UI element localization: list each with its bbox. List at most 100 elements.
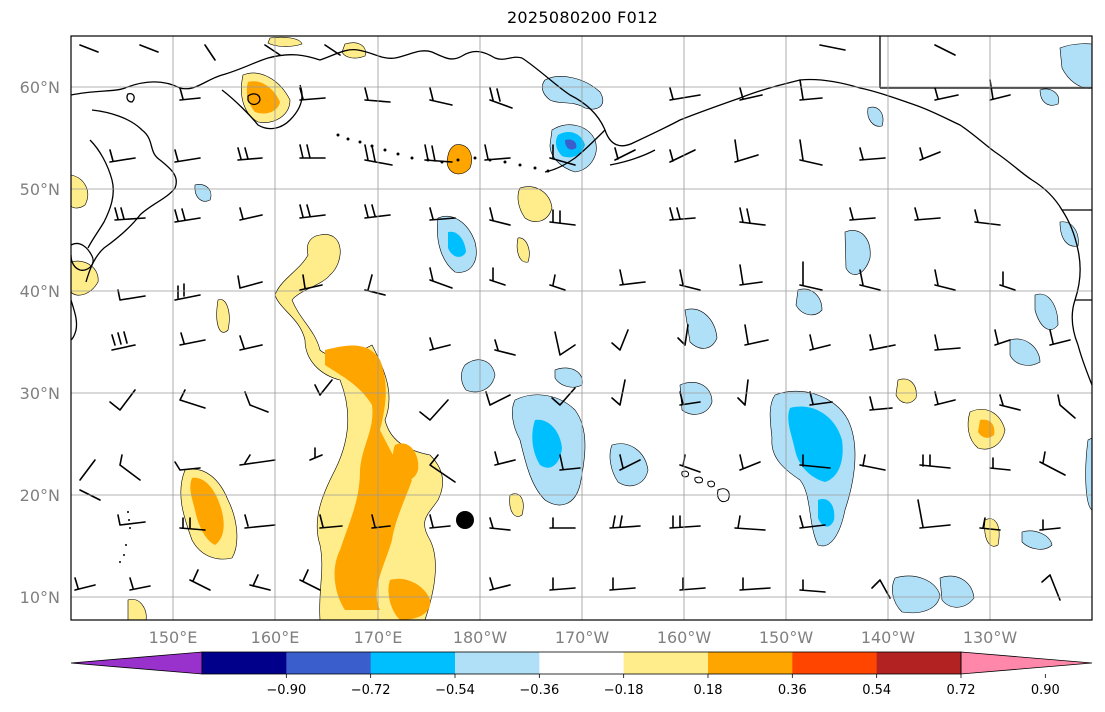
colorbar-tick-label: 0.54 [862, 683, 891, 698]
lat-label: 40°N [20, 282, 60, 301]
colorbar-segment [286, 652, 372, 674]
yellow-band-main [274, 234, 443, 620]
colorbar-segment [539, 652, 625, 674]
cyan-patch-150w-b [818, 499, 835, 527]
blue-patch-i [795, 288, 823, 316]
colorbar-segment [202, 652, 287, 674]
cyan-patch-north-central [448, 231, 466, 257]
storm-center-marker [456, 511, 474, 529]
colorbar: −0.90 −0.72 −0.54 −0.36 −0.18 0.18 0.36 0.54 0.7… [70, 651, 1093, 698]
blue-patch-k [939, 575, 975, 608]
coast-alaska-peninsula [544, 129, 606, 173]
border-bc-wa [1062, 209, 1092, 301]
colorbar-tick-label: 0.90 [1031, 683, 1060, 698]
mariana-islands [119, 511, 131, 563]
coast-hokkaido [71, 242, 94, 271]
lon-label: 130°W [963, 628, 1018, 647]
lon-label: 150°W [759, 628, 814, 647]
lat-label: 30°N [20, 384, 60, 403]
lake-west [126, 92, 135, 103]
colorbar-tick-label: −0.36 [519, 683, 559, 698]
orange-patch-aleutian [446, 144, 472, 175]
orange-patch-north [246, 81, 280, 114]
colorbar-segment [876, 652, 962, 674]
border-alaska [879, 36, 1092, 89]
colorbar-tick-label: −0.18 [604, 683, 644, 698]
colorbar-segment [708, 652, 793, 674]
coast-japan [71, 299, 78, 341]
colorbar-tick-label: 0.36 [778, 683, 807, 698]
blue-patch-m [1034, 293, 1059, 330]
yellow-patch-f [216, 299, 230, 333]
map-content [71, 36, 1092, 620]
lon-label: 170°W [555, 628, 610, 647]
yellow-patch-c [895, 378, 917, 404]
colorbar-extend-low [70, 651, 203, 675]
lat-label: 10°N [20, 588, 60, 607]
lon-label: 150°E [149, 628, 198, 647]
orange-patch-b [388, 578, 431, 620]
yellow-patch-west [71, 174, 89, 209]
blue-patch-r [867, 106, 884, 127]
coast-california [1077, 344, 1092, 386]
map-frame [70, 35, 1093, 621]
coast-chukotka [221, 84, 303, 130]
blue-patch-alaska-a [541, 76, 604, 110]
cyan-patch-central [532, 419, 562, 468]
yellow-patch-d [509, 493, 524, 517]
blue-patch-d [461, 359, 496, 393]
blue-patch-s [1021, 530, 1053, 550]
colorbar-tick-label: 0.18 [694, 683, 723, 698]
longitude-labels: 150°E 160°E 170°E 180°W 170°W 160°W 150°… [149, 628, 1018, 647]
map-title: 2025080200 F012 [506, 8, 659, 27]
colorbar-segment [623, 652, 709, 674]
coast-siberia [71, 49, 523, 96]
yellow-patch-h [127, 599, 147, 620]
cyan-patch-150w [788, 406, 843, 482]
coast-kodiak [609, 149, 656, 166]
lon-label: 160°E [251, 628, 300, 647]
darkblue-patch-alaska [565, 139, 577, 150]
latitude-labels: 10°N 20°N 30°N 40°N 50°N 60°N [20, 78, 60, 607]
colorbar-segment [455, 652, 540, 674]
colorbar-tick-label: 0.72 [947, 683, 976, 698]
lon-label: 160°W [657, 628, 712, 647]
yellow-patch-e [984, 518, 1000, 547]
coast-alaska-canada [521, 57, 1081, 346]
blue-patch-l [1009, 338, 1041, 366]
colorbar-tick-label: −0.54 [435, 683, 475, 698]
orange-patch-a [392, 443, 419, 482]
colorbar-tick-label: −0.90 [266, 683, 306, 698]
orange-band-main [325, 345, 412, 610]
lat-label: 60°N [20, 78, 60, 97]
negative-shading [194, 43, 1092, 614]
lat-label: 20°N [20, 486, 60, 505]
colorbar-segment [370, 652, 456, 674]
coastlines [71, 36, 1092, 386]
blue-patch-j [892, 575, 941, 614]
yellow-patch-top [341, 42, 366, 59]
blue-patch-northeast [1059, 43, 1092, 89]
yellow-patch-b [517, 186, 553, 222]
coast-kamchatka [87, 139, 114, 249]
lon-label: 140°W [861, 628, 916, 647]
blue-patch-h [844, 230, 871, 275]
colorbar-extend-high [960, 651, 1093, 675]
lon-label: 180°W [453, 628, 508, 647]
aleutian-islands [336, 133, 550, 173]
gridlines [71, 36, 1092, 620]
blue-patch-t [194, 184, 212, 202]
blue-patch-g [684, 308, 718, 349]
blue-patch-n [1085, 437, 1092, 511]
blue-patch-f [679, 382, 713, 415]
lon-label: 170°E [354, 628, 403, 647]
colorbar-segment [792, 652, 878, 674]
colorbar-tick-label: −0.72 [351, 683, 391, 698]
lake-chukotka [247, 93, 261, 106]
blue-patch-q [1039, 88, 1060, 106]
hawaii-islands [681, 470, 730, 503]
lat-label: 50°N [20, 180, 60, 199]
yellow-patch-g [516, 237, 530, 263]
coast-kamchatka-west [85, 109, 177, 283]
